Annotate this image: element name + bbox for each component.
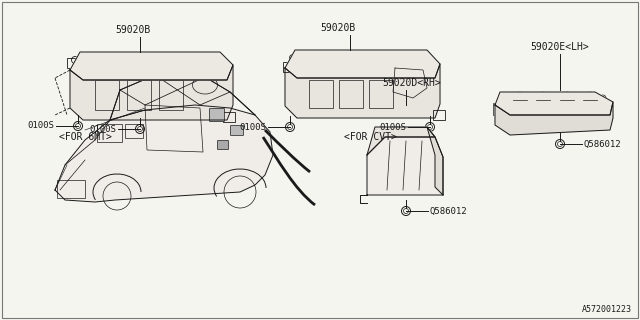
Bar	[369, 80, 393, 108]
Bar	[127, 80, 151, 110]
Polygon shape	[367, 127, 435, 155]
Bar	[493, 103, 503, 115]
Bar	[339, 80, 363, 108]
Bar	[309, 80, 333, 108]
Text: 59020B: 59020B	[320, 23, 355, 33]
Polygon shape	[427, 127, 443, 195]
FancyBboxPatch shape	[230, 125, 243, 135]
Text: <FOR CVT>: <FOR CVT>	[344, 132, 396, 142]
Bar	[57, 180, 85, 198]
Bar	[433, 110, 445, 120]
Text: 0100S: 0100S	[239, 123, 266, 132]
Polygon shape	[70, 65, 233, 120]
Text: Q586012: Q586012	[584, 140, 621, 148]
Bar	[159, 80, 183, 110]
Polygon shape	[285, 64, 440, 118]
Bar	[67, 58, 81, 68]
FancyBboxPatch shape	[209, 108, 225, 122]
Text: 59020E<LH>: 59020E<LH>	[530, 42, 589, 52]
Text: <FOR 6MT>: <FOR 6MT>	[59, 132, 111, 142]
Polygon shape	[495, 92, 613, 115]
Text: A572001223: A572001223	[582, 305, 632, 314]
Polygon shape	[285, 50, 440, 78]
Text: 0100S: 0100S	[379, 123, 406, 132]
Bar	[593, 110, 607, 122]
Polygon shape	[367, 137, 443, 195]
Text: Q586012: Q586012	[430, 206, 468, 215]
Polygon shape	[70, 52, 233, 80]
Text: 59020D<RH>: 59020D<RH>	[382, 78, 441, 88]
Bar	[283, 62, 295, 72]
Text: 0100S: 0100S	[89, 124, 116, 133]
Bar	[97, 124, 122, 142]
Text: 0100S: 0100S	[27, 122, 54, 131]
Bar	[223, 112, 235, 122]
Text: 59020B: 59020B	[115, 25, 150, 35]
Polygon shape	[495, 102, 613, 135]
Bar	[95, 80, 119, 110]
Bar	[125, 124, 143, 138]
FancyBboxPatch shape	[218, 140, 228, 149]
Polygon shape	[55, 105, 273, 202]
